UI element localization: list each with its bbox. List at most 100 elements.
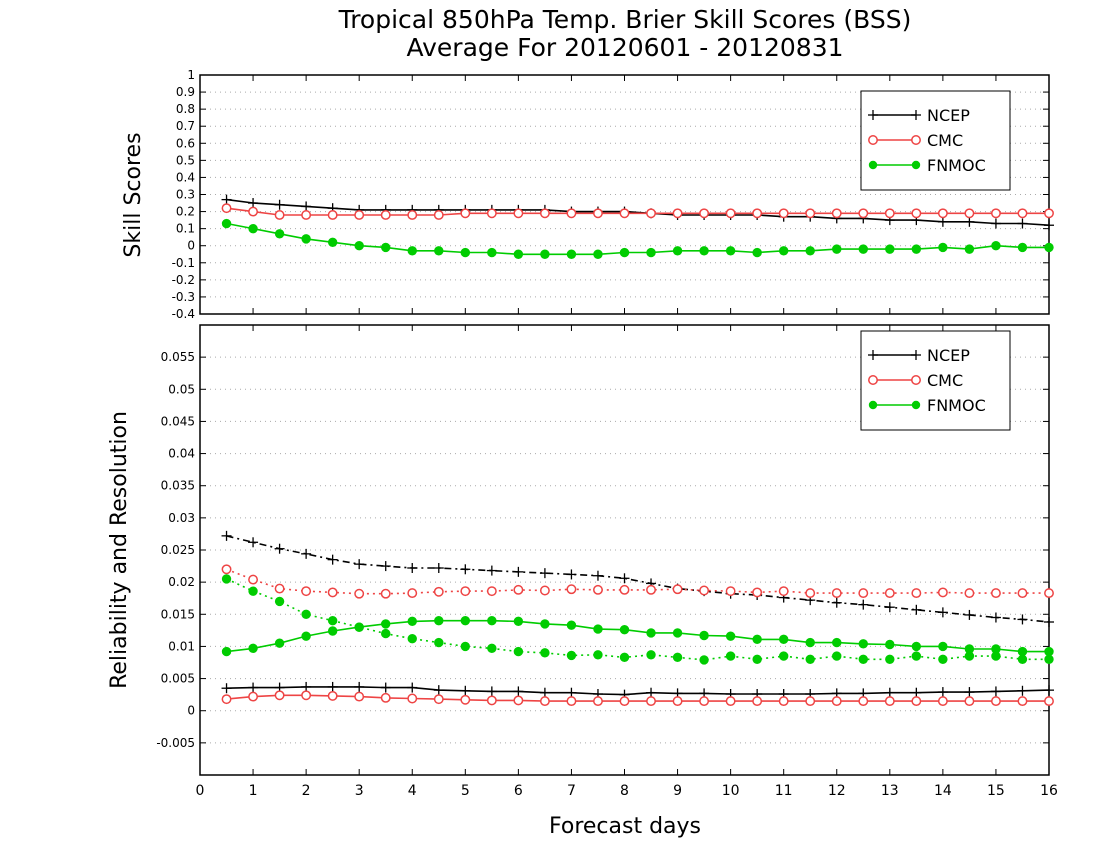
legend-label: FNMOC [927, 396, 986, 415]
data-point [380, 561, 391, 572]
data-point [274, 596, 285, 607]
data-point [805, 696, 816, 707]
data-point [885, 639, 895, 650]
data-point [805, 588, 816, 599]
data-point [990, 696, 1001, 707]
data-point [911, 696, 922, 707]
legend: NCEP CMC FNMOC [860, 90, 1011, 191]
data-point [487, 247, 497, 258]
data-point [354, 559, 365, 570]
legend-marker [868, 400, 878, 410]
data-point [832, 637, 842, 648]
x-tick-label: 6 [514, 783, 523, 799]
data-point [619, 247, 630, 258]
series-line-cmc [226, 568, 1049, 595]
data-point [725, 246, 736, 256]
data-point [805, 246, 815, 256]
data-point [274, 583, 285, 594]
x-tick-label: 4 [408, 783, 417, 799]
y-tick-label: -0.2 [172, 273, 195, 287]
data-point [221, 218, 232, 229]
y-tick-label: 0.055 [161, 350, 195, 364]
data-point [380, 692, 391, 703]
data-point [752, 247, 762, 258]
data-point [434, 616, 444, 626]
data-point [778, 586, 789, 597]
data-point [566, 569, 577, 580]
data-point [964, 687, 975, 698]
x-tick-label: 11 [775, 783, 793, 799]
data-point [301, 234, 311, 244]
data-point [990, 208, 1001, 219]
data-point [301, 690, 312, 701]
data-point [221, 564, 232, 575]
data-point [513, 646, 524, 657]
data-point [327, 616, 338, 626]
data-point [778, 651, 789, 661]
data-point [460, 586, 471, 597]
data-point [990, 686, 1001, 697]
data-point [937, 696, 948, 707]
data-point [248, 537, 259, 548]
data-point [805, 208, 816, 219]
data-point [539, 687, 550, 698]
series-line-cmc [226, 694, 1049, 702]
data-point [354, 622, 364, 632]
data-point [486, 208, 497, 219]
y-tick-label: 0.045 [161, 414, 195, 428]
data-point [513, 566, 524, 577]
data-point [513, 208, 524, 219]
x-tick-label: 3 [355, 783, 364, 799]
data-point [460, 641, 471, 652]
data-point [1044, 242, 1054, 253]
data-point [486, 686, 497, 697]
data-point [646, 650, 656, 660]
data-point [964, 696, 975, 707]
data-point [274, 199, 285, 210]
y-tick-label: 0.02 [168, 575, 195, 589]
data-point [327, 210, 338, 220]
data-point [911, 641, 922, 652]
data-point [885, 654, 895, 664]
data-point [460, 208, 471, 219]
data-point [805, 637, 815, 648]
data-point [248, 206, 259, 217]
data-point [646, 208, 656, 219]
data-point [1044, 646, 1054, 657]
data-point [301, 548, 312, 559]
data-point [1017, 614, 1028, 625]
data-point [301, 586, 312, 597]
data-point [752, 208, 763, 219]
x-tick-label: 12 [828, 783, 846, 799]
series-line-ncep [226, 535, 1050, 623]
data-point [619, 696, 630, 707]
data-point [274, 638, 285, 648]
data-point [593, 584, 603, 595]
x-tick-label: 1 [249, 783, 258, 799]
data-point [964, 609, 975, 620]
data-point [381, 628, 391, 639]
x-tick-label: 8 [620, 783, 629, 799]
data-point [566, 208, 577, 219]
y-tick-label: 0.2 [176, 205, 195, 219]
data-point [752, 654, 762, 664]
data-point [1017, 646, 1028, 657]
data-point [274, 690, 285, 701]
y-tick-label: -0.1 [172, 256, 195, 270]
data-point [938, 242, 948, 253]
data-point [460, 694, 471, 705]
data-point [619, 584, 630, 595]
data-point [433, 586, 444, 597]
data-point [221, 694, 232, 705]
data-point [539, 568, 550, 579]
data-point [619, 573, 630, 584]
data-point [1017, 218, 1028, 229]
data-point [778, 246, 789, 256]
data-point [937, 687, 948, 698]
data-point [1044, 654, 1054, 664]
x-tick-label: 9 [673, 783, 682, 799]
reliability-resolution-panel: Reliability and Resolution -0.005 0 0.005 0… [107, 324, 1058, 799]
skill-score-panel: Skill Scores -0.4 -0.3 -0.2 -0.1 0 0.1 0.2 0.3 0… [121, 68, 1054, 321]
data-point [566, 620, 577, 630]
